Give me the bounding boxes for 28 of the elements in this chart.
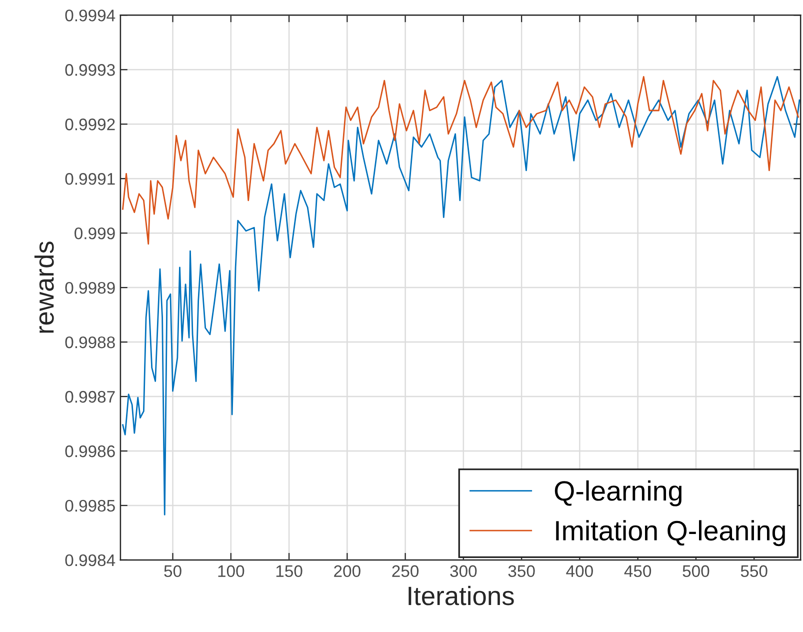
x-tick-label: 500 [682,565,710,578]
x-tick-label: 300 [450,565,477,578]
y-tick-label: 0.9985 [65,500,115,512]
legend-label: Imitation Q-leaning [556,520,785,546]
x-axis-title: Iterations [408,586,514,606]
y-tick-label: 0.9986 [65,445,115,458]
x-tick-label: 100 [218,565,244,578]
x-tick-label: 50 [164,565,182,578]
x-tick-label: 350 [508,565,535,578]
x-tick-label: 150 [276,565,302,578]
x-tick-label: 250 [392,565,419,578]
x-tick-label: 400 [566,565,593,578]
x-tick-label: 550 [740,565,768,578]
line-series [122,76,800,516]
y-tick-label: 0.9992 [65,118,115,130]
y-tick-label: 0.9989 [65,282,115,294]
x-tick-label: 200 [334,565,360,578]
y-tick-label: 0.9987 [65,390,115,403]
y-tick-label: 0.9994 [65,10,116,22]
y-tick-label: 0.999 [74,227,115,240]
y-tick-label: 0.9993 [65,64,115,76]
y-tick-label: 0.9991 [65,173,115,185]
y-axis-title: rewards [34,242,54,333]
y-tick-label: 0.9984 [65,554,116,566]
legend-label: Q-learning [554,480,682,506]
line-series [122,76,799,245]
x-tick-label: 450 [624,565,652,578]
y-tick-label: 0.9988 [65,336,115,348]
